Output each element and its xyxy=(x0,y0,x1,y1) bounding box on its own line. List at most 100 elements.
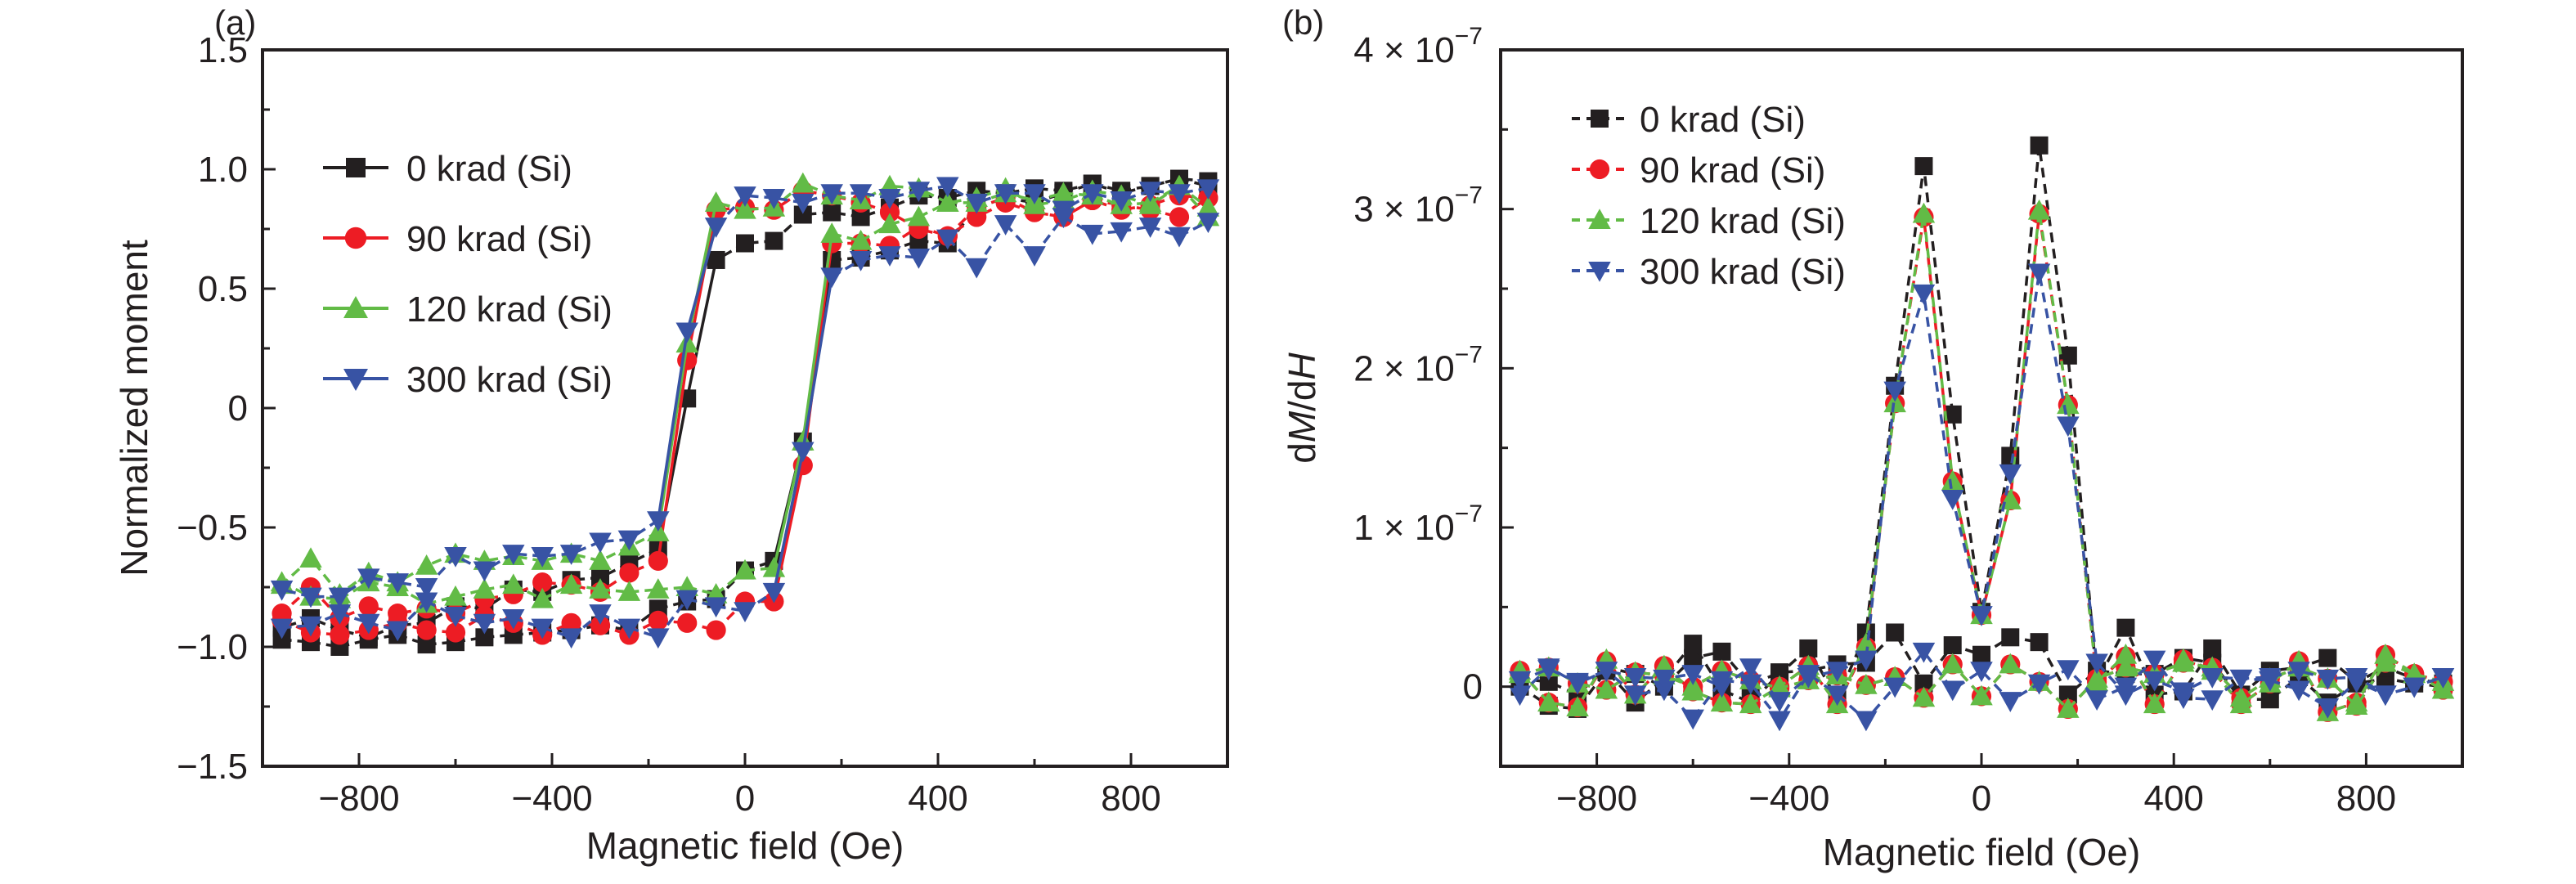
data-point xyxy=(270,580,294,601)
data-point xyxy=(1712,642,1731,661)
legend-item: 120 krad (Si) xyxy=(1572,201,1846,241)
series-line-segment xyxy=(657,360,689,562)
data-point xyxy=(532,572,553,593)
data-point xyxy=(706,620,726,640)
data-point xyxy=(1508,685,1532,707)
data-point xyxy=(502,608,525,630)
data-point xyxy=(994,184,1017,204)
data-point xyxy=(2114,643,2138,664)
legend-label: 90 krad (Si) xyxy=(406,219,592,259)
ylabel-part-M: M xyxy=(1281,411,1323,442)
data-point xyxy=(762,189,786,209)
data-point xyxy=(589,578,612,599)
series-line-segment xyxy=(685,226,718,333)
panel-a-x-axis-title: Magnetic field (Oe) xyxy=(586,824,904,867)
panel-a-legend: 0 krad (Si) 90 krad (Si) 120 krad (Si) 300 … xyxy=(323,149,613,400)
legend-label: 120 krad (Si) xyxy=(1640,201,1846,241)
data-point xyxy=(1999,464,2022,485)
data-point xyxy=(2316,698,2340,719)
legend-label: 0 krad (Si) xyxy=(1640,100,1806,140)
data-point xyxy=(1768,692,1791,712)
data-point xyxy=(1825,685,1849,707)
x-tick-label: 0 xyxy=(735,779,755,819)
y-tick-label: 0 xyxy=(1463,667,1483,707)
x-tick-label: −800 xyxy=(318,779,399,819)
legend-item: 0 krad (Si) xyxy=(323,149,572,189)
data-point xyxy=(2058,346,2077,365)
series-line-segment xyxy=(339,576,370,599)
y-tick-label: −1.0 xyxy=(177,627,248,667)
data-point xyxy=(907,249,931,269)
legend-marker-triangle-up xyxy=(343,296,368,318)
data-point xyxy=(2318,648,2337,667)
data-point xyxy=(647,511,670,532)
data-point xyxy=(762,582,786,604)
data-point xyxy=(1914,674,1933,693)
data-point xyxy=(793,205,812,224)
data-point xyxy=(707,250,725,269)
data-point xyxy=(299,587,322,608)
data-point xyxy=(1023,184,1046,204)
data-point xyxy=(2057,698,2080,718)
legend-label: 300 krad (Si) xyxy=(406,360,613,400)
data-point xyxy=(762,556,786,577)
data-point xyxy=(2345,691,2368,712)
data-point xyxy=(648,550,668,571)
x-tick-label: −400 xyxy=(511,779,592,819)
data-point xyxy=(792,193,815,214)
data-point xyxy=(1653,669,1676,690)
data-point xyxy=(1196,179,1220,200)
data-point xyxy=(2114,656,2138,677)
data-point xyxy=(386,573,409,594)
data-point xyxy=(1970,684,1993,706)
data-point xyxy=(2172,648,2195,669)
x-tick-label: 800 xyxy=(1101,779,1160,819)
data-point xyxy=(1768,675,1791,696)
data-point xyxy=(1537,691,1560,712)
data-point xyxy=(531,618,554,639)
data-point xyxy=(734,559,756,580)
data-point xyxy=(589,532,612,554)
data-point xyxy=(849,184,873,204)
series-line-segment xyxy=(685,209,718,361)
series-line-segment xyxy=(657,331,689,521)
data-point xyxy=(2203,639,2222,657)
data-point xyxy=(1681,665,1704,685)
data-point xyxy=(2143,671,2166,692)
data-point xyxy=(878,213,901,234)
data-point xyxy=(1912,202,1936,223)
data-point xyxy=(2201,667,2224,689)
data-point xyxy=(2114,685,2138,707)
data-point xyxy=(2057,416,2080,438)
data-point xyxy=(907,205,931,227)
data-point xyxy=(1169,207,1190,227)
y-tick-label: 0.5 xyxy=(198,269,248,309)
data-point xyxy=(559,573,583,595)
y-tick-label: 2 × 10−7 xyxy=(1353,341,1483,388)
data-point xyxy=(677,350,698,370)
legend-item: 0 krad (Si) xyxy=(1572,100,1806,140)
data-point xyxy=(1052,208,1075,229)
legend-label: 0 krad (Si) xyxy=(406,149,572,189)
data-point xyxy=(878,189,901,209)
data-point xyxy=(531,587,554,608)
panel-b-label: (b) xyxy=(1282,3,1324,42)
series-line-segment xyxy=(859,222,891,243)
panel-b-x-axis-title: Magnetic field (Oe) xyxy=(1823,831,2141,873)
panel-a-y-axis-title: Normalized moment xyxy=(113,240,155,577)
data-point xyxy=(1970,662,1993,682)
data-point xyxy=(299,547,322,568)
data-point xyxy=(1110,191,1133,212)
data-point xyxy=(1623,685,1647,707)
data-point xyxy=(1653,680,1676,702)
legend-label: 90 krad (Si) xyxy=(1640,150,1825,191)
data-point xyxy=(1196,213,1220,233)
x-tick-label: 400 xyxy=(2143,779,2203,819)
series-line-segment xyxy=(1062,191,1093,212)
ylabel-part-d2: /d xyxy=(1281,379,1323,411)
data-point xyxy=(2001,628,2020,647)
series-line-segment xyxy=(801,276,833,451)
data-point xyxy=(704,597,728,618)
y-tick-label: 1.0 xyxy=(198,150,248,190)
data-point xyxy=(1537,660,1560,681)
